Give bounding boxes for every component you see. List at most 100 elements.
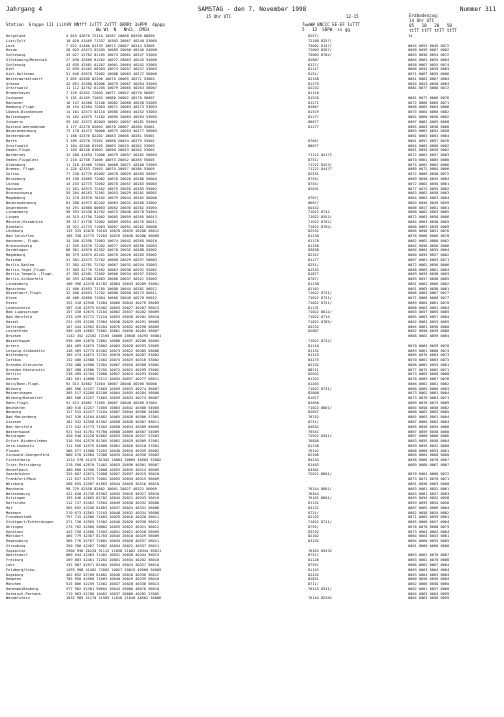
station-synop: 72022 8801/ <box>308 472 332 477</box>
station-data: 7 022 41460 81335 10072 20067 40244 5300… <box>66 43 155 48</box>
station-name: Straubing <box>6 543 26 548</box>
table-row: Bremen, Flugh. 4 220 42353 72003 10074 20… <box>6 167 498 172</box>
soil-temperatures: 0063 0062 0070 0068 <box>408 558 450 563</box>
station-data: 276 762 42566 50002 10055 20022 40321 56… <box>66 524 160 529</box>
station-synop: 81271 <box>308 100 319 105</box>
station-synop: 84432 <box>308 205 319 210</box>
station-synop: 82432 <box>308 572 319 577</box>
station-table: Helgoland 4 015 42670 72110 10287 20068 6… <box>6 34 498 601</box>
table-row: Neuburg 127 515 42257 72104 10067 20044 4… <box>6 410 498 415</box>
table-row: Nürburg/Barweiler 485 506 42257 71803 100… <box>6 396 498 401</box>
soil-temperatures: 0064 0063 0055 0064 <box>408 57 450 62</box>
soil-temperatures: 0067 0061 0063 0071 <box>408 257 450 262</box>
table-row: Dresden-Hosterwitz 307 488 42586 72702 10… <box>6 368 498 373</box>
table-row: Bad Hersfeld 233 439 42772 72210 10053 20… <box>6 315 498 320</box>
table-row: Kassel 231 439 42250 71904 10038 20029 40… <box>6 320 498 325</box>
soil-temperatures: 0060 0058 0056 0064 <box>408 577 450 582</box>
station-name: Würzburg <box>6 481 24 486</box>
station-synop: 8707/ <box>308 277 319 282</box>
table-row: Braunschweig 55 264 46163 72301 10053 200… <box>6 191 498 196</box>
station-synop: 81403 <box>308 462 319 467</box>
station-synop: 81277 <box>308 124 319 129</box>
station-data: 405 779 42367 81703 10045 20018 40329 56… <box>66 534 160 539</box>
table-row: Schwerin 59 162 42375 82003 10062 20057 4… <box>6 120 498 125</box>
soil-temperatures: 0069 0059 0058 0063 <box>408 272 450 277</box>
soil-temperatures: 0065 0063 0058 0068 <box>408 124 450 129</box>
station-name: Augsburg <box>6 572 24 577</box>
station-synop: 83132 <box>308 505 319 510</box>
table-row: Leipzig-Schkeuditz 148 469 42775 62402 10… <box>6 349 498 354</box>
soil-temperatures: 0063 0064 0063 0064 <box>408 572 450 577</box>
table-row: Görlitz 238 499 42704 72006 10057 20024 4… <box>6 372 498 377</box>
table-row: Emden-Flugh. 1 165 46158 81003 10058 2004… <box>6 148 498 153</box>
station-data: 386 577 41980 72203 10040 20016 40339 56… <box>66 448 160 453</box>
station-name: Nürburg/Barweiler <box>6 396 43 401</box>
station-data: 43 027 41762 81105 10074 20062 40247 530… <box>66 53 157 58</box>
table-row: Mannheim 98 729 42558 82802 10061 20027 4… <box>6 487 498 492</box>
station-data: 92 513 42662 71504 10067 20048 40266 560… <box>66 381 157 386</box>
table-row: Stuttgart/Echterdingen 371 738 42565 7150… <box>6 520 498 525</box>
table-row: Helgoland 4 015 42670 72110 10287 20068 6… <box>6 34 498 39</box>
station-data: 202 501 42688 72112 10055 20037 40277 56… <box>66 377 160 382</box>
table-row: Husum 28 025 42473 82205 10089 20056 4024… <box>6 48 498 53</box>
soil-temperatures: 0081 0077 0066 0076 <box>408 95 450 100</box>
station-name: Plauen <box>6 448 19 453</box>
station-data: 268 655 42587 81903 10044 20020 40316 56… <box>66 481 160 486</box>
station-name: Zugspitze <box>6 548 26 553</box>
station-data: 39 317 41738 72002 10069 20054 40276 560… <box>66 219 157 224</box>
sub-header: Ww Wt N NhCL CMCH <box>96 27 149 32</box>
table-row: Nürburg 485 506 42257 71803 10059 20033 4… <box>6 387 498 392</box>
station-synop: 82132 <box>308 515 319 520</box>
soil-temperatures: 0069 0064 0061 0070 <box>408 300 450 305</box>
soil-temperatures: 0061 0059 0059 0062 <box>408 148 450 153</box>
table-row: Weissenburg 422 640 41736 81903 10035 200… <box>6 492 498 497</box>
station-synop: 76742 <box>308 415 319 420</box>
station-data: 98 729 42558 82802 10061 20027 40322 560… <box>66 486 157 491</box>
station-data: 387 418 42975 62402 10053 20027 40287 56… <box>66 305 160 310</box>
soil-temperatures: 0064 0061 0056 0060 <box>408 324 450 329</box>
station-name: Aachen <box>6 377 19 382</box>
station-synop: 81252 <box>308 377 319 382</box>
table-row: Gardelegen 86 361 42870 62302 10078 20032… <box>6 248 498 253</box>
station-name: Essen <box>6 300 17 305</box>
station-name: Schwerin <box>6 119 24 124</box>
station-synop: 8755/ <box>308 176 319 181</box>
table-row: Göttingen 167 444 42562 82204 10076 20032… <box>6 325 498 330</box>
station-name: Lüdenscheid <box>6 305 30 310</box>
station-name: Bückeburg <box>6 176 26 181</box>
table-row: Düsseldorf,Flugh. 32 400 42653 71702 1008… <box>6 291 498 296</box>
station-name: Berlin-Tegel,Flugh. <box>6 267 48 272</box>
station-name: Bremen, Flugh. <box>6 167 37 172</box>
station-synop: 76143 8531/ <box>308 586 332 591</box>
station-name: Bad Lippspringe <box>6 310 39 315</box>
soil-temperatures: 0067 0065 0066 0064 <box>408 505 450 510</box>
table-row: Hahn-Flugh. 91 513 42662 71505 10067 2004… <box>6 401 498 406</box>
station-data: 12 200 41654 71006 10079 20057 40262 580… <box>66 153 157 158</box>
soil-temperatures: 0058 0067 0055 0074 <box>408 62 450 67</box>
station-synop: 81162 <box>308 286 319 291</box>
table-row: Mühldorf 405 779 42367 81703 10045 20018 … <box>6 534 498 539</box>
station-data: 132 480 42580 72402 10074 20025 40316 53… <box>66 358 160 363</box>
soil-temperatures: 0072 0066 0065 0071 <box>408 100 450 105</box>
station-data: 42 051 42586 82006 10079 20067 40264 530… <box>66 81 157 86</box>
station-name: Husum <box>6 48 17 53</box>
table-row: Köln/Bonn,Flugh. 92 513 42662 71504 10067… <box>6 382 498 387</box>
station-name: Dresden-Hosterwitz <box>6 367 45 372</box>
station-name: Ueckermünde <box>6 134 30 139</box>
table-row: Bad Marienberg 547 526 42164 81802 10065 … <box>6 415 498 420</box>
soil-temperatures: 0070 0061 0063 0073 <box>408 358 450 363</box>
soil-temperatures: 0072 0062 0057 0063 <box>408 153 450 158</box>
station-synop: 71022 8801/ <box>308 405 332 410</box>
table-row: Augsburg 462 852 42760 81802 10036 20018 … <box>6 573 498 578</box>
station-name: Hahn-Flugh. <box>6 400 30 405</box>
station-data: 28 025 42473 82205 10089 20056 40246 540… <box>66 48 157 53</box>
station-name: Gardelegen <box>6 248 28 253</box>
station-data: 356 449 42682 72002 10061 20030 40284 56… <box>66 329 160 334</box>
station-synop: 82532 <box>308 267 319 272</box>
station-data: 936 460 42878 72002 10080 20037 40286 56… <box>66 339 160 343</box>
station-name: Artern <box>6 343 19 348</box>
soil-temperatures: 0068 0065 0061 0064 <box>408 267 450 272</box>
table-row: Emden-Flugplatz 2 210 42758 71006 10075 2… <box>6 158 498 163</box>
station-synop: 8751/ <box>308 157 319 162</box>
table-row: Kleve 46 406 42660 71604 10066 20046 4027… <box>6 296 498 301</box>
